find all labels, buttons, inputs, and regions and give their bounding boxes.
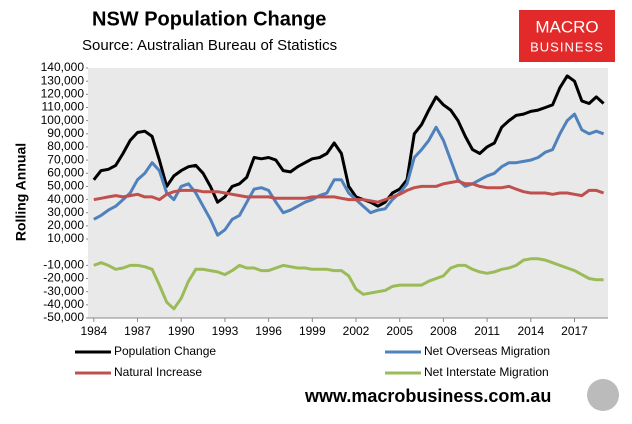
y-tick-label: -30,000 [43,284,84,298]
y-axis-label: Rolling Annual [13,143,29,241]
y-tick-label: 130,000 [41,73,85,87]
chart-subtitle: Source: Australian Bureau of Statistics [82,37,337,54]
x-tick-label: 2011 [474,324,500,338]
x-tick-label: 1987 [124,324,151,338]
y-tick-label: 30,000 [47,205,84,219]
logo-text: MACRO [535,17,598,36]
y-tick-label: -20,000 [43,271,84,285]
y-tick-label: -40,000 [43,297,84,311]
x-tick-label: 2017 [561,324,588,338]
series-line [92,74,605,208]
y-tick-label: 20,000 [47,218,84,232]
y-tick-label: 70,000 [47,152,84,166]
y-tick-label: 90,000 [47,126,84,140]
y-tick-label: 140,000 [41,60,85,74]
y-tick-label: 40,000 [47,192,84,206]
y-tick-label: 110,000 [42,100,85,114]
x-tick-label: 2005 [386,324,413,338]
y-tick-label: 80,000 [47,139,84,153]
website: www.macrobusiness.com.au [304,386,551,406]
x-tick-label: 1990 [168,324,195,338]
chart-title: NSW Population Change [92,8,326,30]
legend-label: Net Interstate Migration [424,365,549,379]
y-tick-label: 100,000 [41,113,85,127]
x-tick-label: 1999 [299,324,326,338]
y-tick-label: -50,000 [43,310,84,324]
legend-label: Net Overseas Migration [424,344,550,358]
x-tick-label: 1984 [80,324,107,338]
y-tick-label: 50,000 [47,179,84,193]
logo-text: BUSINESS [530,39,604,54]
wolf-icon [587,379,619,411]
x-tick-label: 1993 [212,324,239,338]
x-tick-label: 1996 [255,324,282,338]
x-tick-label: 2008 [430,324,457,338]
x-tick-label: 2014 [517,324,544,338]
y-tick-label: 10,000 [47,231,84,245]
y-tick-label: 60,000 [47,165,84,179]
series-line [93,257,604,311]
y-tick-label: 120,000 [41,86,85,100]
legend-label: Natural Increase [114,365,202,379]
legend-label: Population Change [114,344,216,358]
x-tick-label: 2002 [343,324,370,338]
logo-box [519,10,615,62]
series-line [93,179,605,204]
y-tick-label: -10,000 [43,258,84,272]
